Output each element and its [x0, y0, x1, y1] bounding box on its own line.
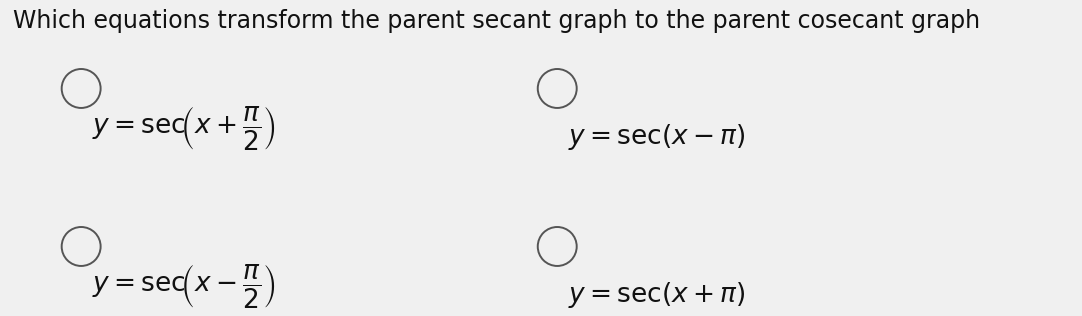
Text: Which equations transform the parent secant graph to the parent cosecant graph: Which equations transform the parent sec… — [13, 9, 980, 33]
Text: $y = \mathrm{sec}\!\left(x+\dfrac{\pi}{2}\right)$: $y = \mathrm{sec}\!\left(x+\dfrac{\pi}{2… — [92, 104, 276, 152]
Text: $y = \mathrm{sec}\!\left(x-\dfrac{\pi}{2}\right)$: $y = \mathrm{sec}\!\left(x-\dfrac{\pi}{2… — [92, 262, 276, 310]
Text: $y = \mathrm{sec}(x+\pi)$: $y = \mathrm{sec}(x+\pi)$ — [568, 280, 745, 310]
Text: $y = \mathrm{sec}(x-\pi)$: $y = \mathrm{sec}(x-\pi)$ — [568, 122, 745, 152]
